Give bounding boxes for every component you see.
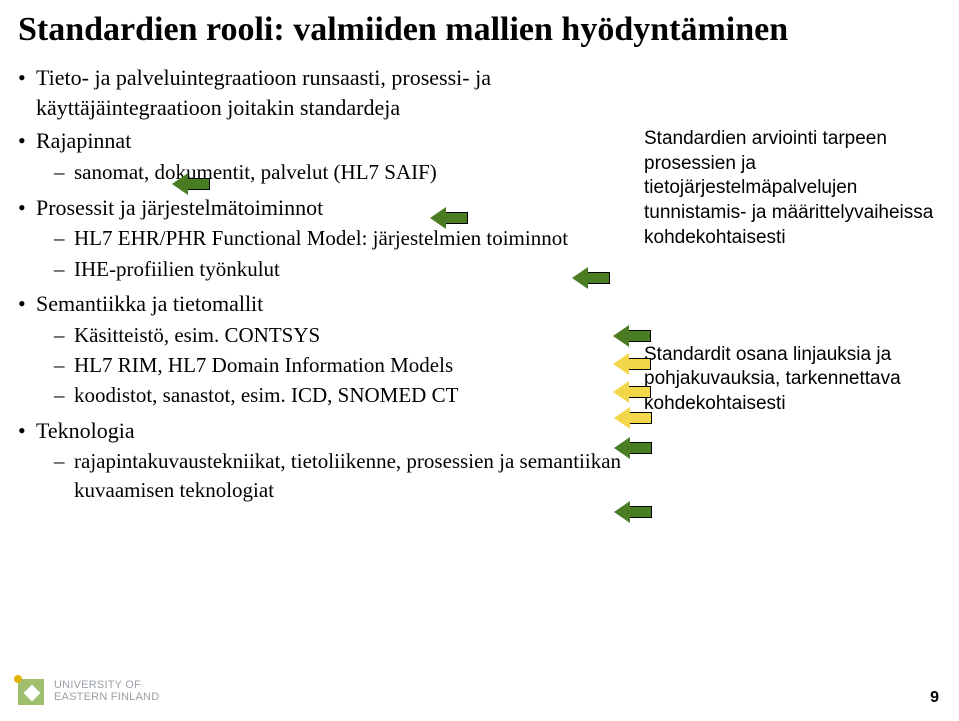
bullet-label: Teknologia xyxy=(36,418,135,443)
arrow-left-icon xyxy=(430,207,468,229)
bullet-item: Prosessit ja järjestelmätoiminnot HL7 EH… xyxy=(18,193,634,283)
logo-text: UNIVERSITY OF EASTERN FINLAND xyxy=(54,680,159,703)
sub-bullet-item: Käsitteistö, esim. CONTSYS xyxy=(36,321,634,349)
arrow-left-icon xyxy=(613,381,651,403)
left-column: Tieto- ja palveluintegraatioon runsaasti… xyxy=(18,63,634,510)
bullet-item: Semantiikka ja tietomallit Käsitteistö, … xyxy=(18,289,634,410)
footer-logo: UNIVERSITY OF EASTERN FINLAND xyxy=(18,679,159,705)
arrow-left-icon xyxy=(613,353,651,375)
sub-bullet-item: HL7 EHR/PHR Functional Model: järjestelm… xyxy=(36,224,634,252)
arrow-left-icon xyxy=(614,501,652,523)
bullet-item: Tieto- ja palveluintegraatioon runsaasti… xyxy=(18,63,634,122)
sub-bullet-item: rajapintakuvaustekniikat, tietoliikenne,… xyxy=(36,447,634,504)
arrow-left-icon xyxy=(614,407,652,429)
logo-mark-icon xyxy=(18,679,44,705)
bullet-list: Tieto- ja palveluintegraatioon runsaasti… xyxy=(18,63,634,504)
arrow-left-icon xyxy=(614,437,652,459)
arrow-left-icon xyxy=(613,325,651,347)
right-column: Standardien arviointi tarpeen prosessien… xyxy=(644,63,941,510)
sub-bullet-item: HL7 RIM, HL7 Domain Information Models xyxy=(36,351,634,379)
sub-bullet-item: sanomat, dokumentit, palvelut (HL7 SAIF) xyxy=(36,158,634,186)
bullet-label: Prosessit ja järjestelmätoiminnot xyxy=(36,195,323,220)
bullet-label: Rajapinnat xyxy=(36,128,131,153)
annotation-note: Standardit osana linjauksia ja pohjakuva… xyxy=(644,343,941,417)
bullet-item: Rajapinnat sanomat, dokumentit, palvelut… xyxy=(18,126,634,186)
page-number: 9 xyxy=(930,689,939,707)
bullet-label: Semantiikka ja tietomallit xyxy=(36,291,263,316)
slide-title: Standardien rooli: valmiiden mallien hyö… xyxy=(18,10,941,49)
logo-line: EASTERN FINLAND xyxy=(54,692,159,704)
content-columns: Tieto- ja palveluintegraatioon runsaasti… xyxy=(18,63,941,510)
arrow-left-icon xyxy=(572,267,610,289)
sub-bullet-item: IHE-profiilien työnkulut xyxy=(36,255,634,283)
arrow-left-icon xyxy=(172,173,210,195)
annotation-note: Standardien arviointi tarpeen prosessien… xyxy=(644,127,941,250)
slide: Standardien rooli: valmiiden mallien hyö… xyxy=(0,0,959,721)
bullet-item: Teknologia rajapintakuvaustekniikat, tie… xyxy=(18,416,634,504)
sub-bullet-item: koodistot, sanastot, esim. ICD, SNOMED C… xyxy=(36,381,634,409)
